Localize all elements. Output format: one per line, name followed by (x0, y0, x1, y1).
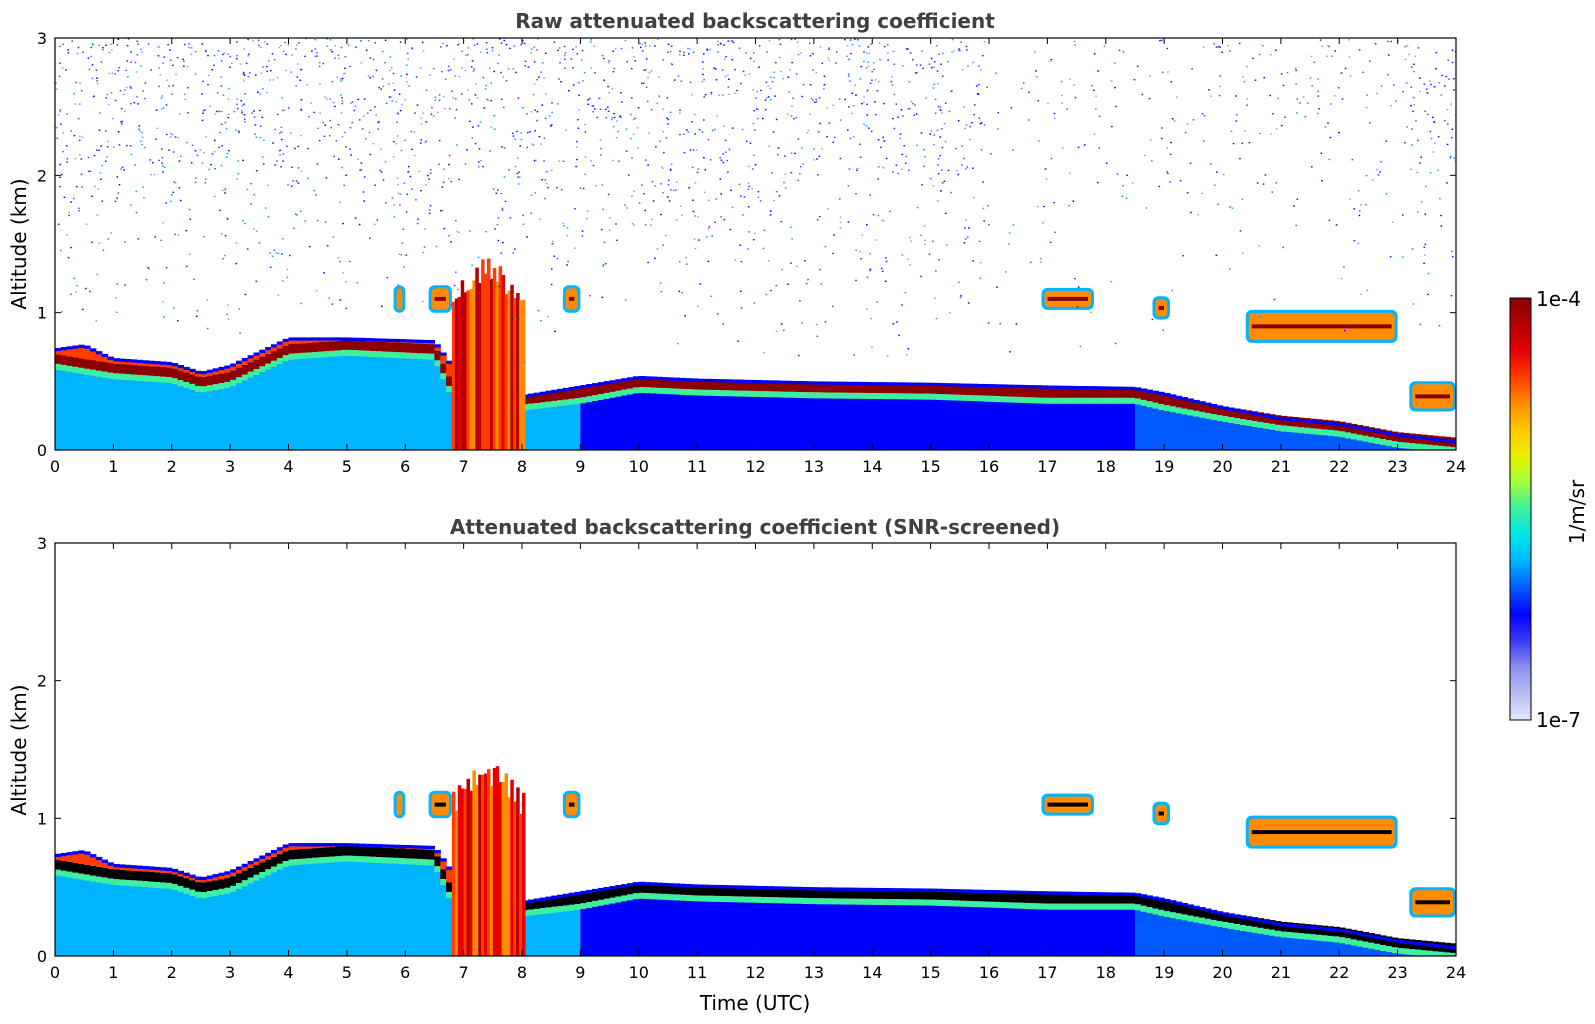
xtick-label: 12 (745, 457, 765, 476)
panel2-ylabel: Altitude (km) (7, 684, 31, 815)
xtick-label: 23 (1387, 963, 1407, 982)
xtick-label: 19 (1154, 963, 1174, 982)
xtick-label: 0 (50, 457, 60, 476)
xtick-label: 2 (167, 963, 177, 982)
xtick-label: 13 (804, 963, 824, 982)
colorbar-unit-label: 1/m/sr (1565, 479, 1589, 544)
xtick-label: 10 (629, 457, 649, 476)
ytick-label: 1 (37, 809, 47, 828)
xtick-label: 18 (1096, 963, 1116, 982)
xtick-label: 14 (862, 457, 882, 476)
xtick-label: 8 (517, 457, 527, 476)
ytick-label: 2 (37, 166, 47, 185)
xtick-label: 7 (459, 963, 469, 982)
xtick-label: 6 (400, 963, 410, 982)
xtick-label: 21 (1271, 457, 1291, 476)
panel2-title: Attenuated backscattering coefficient (S… (450, 515, 1060, 539)
ytick-label: 3 (37, 534, 47, 553)
xtick-label: 9 (575, 457, 585, 476)
xtick-label: 3 (225, 457, 235, 476)
xtick-label: 16 (979, 963, 999, 982)
xtick-label: 12 (745, 963, 765, 982)
xtick-label: 2 (167, 457, 177, 476)
xtick-label: 22 (1329, 963, 1349, 982)
xtick-label: 6 (400, 457, 410, 476)
xtick-label: 7 (459, 457, 469, 476)
ytick-label: 2 (37, 672, 47, 691)
xtick-label: 22 (1329, 457, 1349, 476)
colorbar: 1e-4 1e-7 1/m/sr (1510, 287, 1589, 732)
ytick-label: 3 (37, 29, 47, 48)
xtick-label: 21 (1271, 963, 1291, 982)
xtick-label: 5 (342, 457, 352, 476)
ytick-label: 0 (37, 947, 47, 966)
xtick-label: 1 (108, 963, 118, 982)
xtick-label: 18 (1096, 457, 1116, 476)
xtick-label: 24 (1446, 963, 1466, 982)
xtick-label: 4 (283, 963, 293, 982)
xtick-label: 11 (687, 457, 707, 476)
colorbar-min-label: 1e-7 (1536, 708, 1581, 732)
ytick-label: 1 (37, 304, 47, 323)
colorbar-max-label: 1e-4 (1536, 287, 1581, 311)
xtick-label: 16 (979, 457, 999, 476)
xtick-label: 11 (687, 963, 707, 982)
xtick-label: 13 (804, 457, 824, 476)
xtick-label: 20 (1212, 457, 1232, 476)
xtick-label: 19 (1154, 457, 1174, 476)
xtick-label: 15 (920, 457, 940, 476)
xtick-label: 10 (629, 963, 649, 982)
panel1-title: Raw attenuated backscattering coefficien… (515, 9, 995, 33)
xtick-label: 9 (575, 963, 585, 982)
xtick-label: 15 (920, 963, 940, 982)
xtick-label: 8 (517, 963, 527, 982)
panel1-ylabel: Altitude (km) (7, 178, 31, 309)
xtick-label: 20 (1212, 963, 1232, 982)
xtick-label: 4 (283, 457, 293, 476)
xtick-label: 3 (225, 963, 235, 982)
colorbar-bar (1510, 298, 1531, 720)
xtick-label: 1 (108, 457, 118, 476)
xtick-label: 24 (1446, 457, 1466, 476)
xtick-label: 0 (50, 963, 60, 982)
xtick-label: 17 (1037, 457, 1057, 476)
xtick-label: 17 (1037, 963, 1057, 982)
xtick-label: 23 (1387, 457, 1407, 476)
ytick-label: 0 (37, 441, 47, 460)
xtick-label: 14 (862, 963, 882, 982)
panel2-xlabel: Time (UTC) (699, 991, 811, 1015)
xtick-label: 5 (342, 963, 352, 982)
